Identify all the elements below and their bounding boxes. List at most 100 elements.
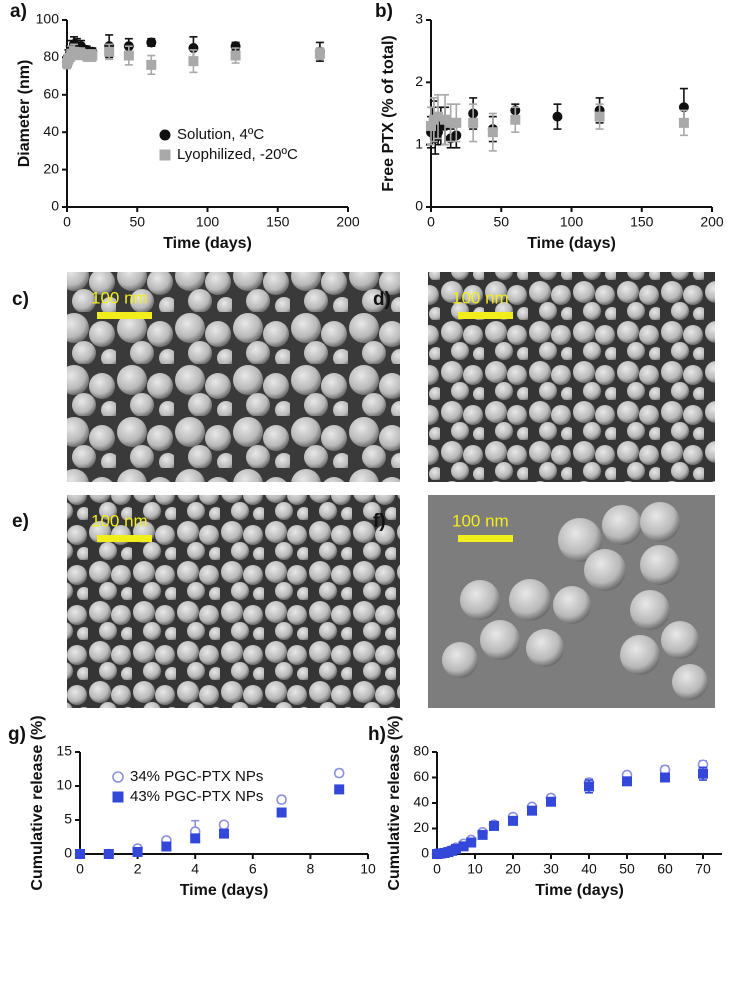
scale-bar [97, 312, 152, 319]
y-tick-label: 40 [413, 794, 429, 810]
marker [161, 841, 172, 852]
x-tick-label: 0 [433, 861, 441, 877]
marker [527, 805, 537, 816]
marker [276, 807, 287, 818]
marker [123, 50, 134, 61]
y-tick-label: 0 [51, 198, 59, 214]
y-tick-label: 60 [43, 86, 59, 102]
marker [489, 820, 499, 831]
x-tick-label: 70 [695, 861, 711, 877]
y-tick-label: 5 [64, 811, 72, 827]
y-axis-label: Cumulative release (%) [386, 715, 403, 890]
marker [466, 837, 477, 848]
marker [477, 829, 488, 840]
marker [546, 796, 556, 807]
legend-marker [159, 149, 171, 161]
x-tick-label: 0 [427, 214, 435, 230]
x-tick-label: 100 [196, 214, 220, 230]
marker [660, 772, 670, 783]
sem-image [428, 272, 715, 482]
legend-label: 34% PGC-PTX NPs [130, 768, 263, 785]
x-axis-label: Time (days) [163, 235, 252, 252]
y-tick-label: 0 [64, 845, 72, 861]
marker [333, 767, 345, 779]
panel-label: e) [12, 511, 29, 532]
marker [487, 127, 498, 138]
marker [103, 849, 114, 859]
legend-marker [159, 129, 171, 141]
y-tick-label: 3 [415, 11, 423, 27]
y-axis-label: Cumulative release (%) [29, 715, 46, 890]
marker [584, 781, 594, 792]
x-tick-label: 50 [129, 214, 145, 230]
particles [442, 502, 708, 700]
marker [146, 37, 157, 48]
marker [276, 794, 287, 805]
marker [451, 117, 462, 128]
marker [132, 846, 143, 857]
y-tick-label: 0 [415, 198, 423, 214]
y-tick-label: 100 [36, 11, 60, 27]
marker [188, 56, 199, 67]
marker [230, 50, 241, 61]
x-tick-label: 10 [360, 861, 376, 877]
x-tick-label: 60 [657, 861, 673, 877]
marker [219, 828, 229, 839]
legend-label: Solution, 4ºC [177, 126, 264, 143]
sem-images [67, 272, 715, 708]
marker [622, 776, 632, 787]
marker [146, 59, 157, 70]
x-tick-label: 0 [76, 861, 84, 877]
marker [87, 50, 98, 61]
sem-image [67, 495, 400, 708]
legend-label: 43% PGC-PTX NPs [130, 788, 263, 805]
y-tick-label: 2 [415, 73, 423, 89]
chart: b) 0 50 100 150 200 0 1 2 3 Time (days) Free PTX (%… [375, 1, 724, 252]
y-axis-label: Diameter (nm) [16, 60, 33, 168]
y-tick-label: 80 [413, 743, 429, 759]
x-tick-label: 50 [493, 214, 509, 230]
marker [594, 111, 605, 122]
x-axis-label: Time (days) [535, 882, 624, 899]
scale-bar [458, 535, 513, 542]
x-tick-label: 100 [560, 214, 584, 230]
marker [75, 849, 85, 859]
x-tick-label: 40 [581, 861, 597, 877]
marker [510, 114, 521, 125]
x-tick-label: 10 [467, 861, 483, 877]
y-tick-label: 20 [413, 819, 429, 835]
marker [190, 833, 201, 844]
y-tick-label: 15 [56, 743, 72, 759]
panel-label: f) [373, 511, 386, 532]
chart: g) 0 2 4 6 8 10 0 5 10 15 Time (days) Cumulative rel… [8, 715, 376, 899]
legend-marker [112, 771, 124, 783]
panel-label: a) [10, 1, 27, 22]
x-tick-label: 0 [63, 214, 71, 230]
x-tick-label: 150 [266, 214, 290, 230]
panel-label: g) [8, 724, 26, 745]
marker [468, 117, 479, 128]
scale-bar-label: 100 nm [91, 511, 148, 530]
scale-bar-label: 100 nm [91, 288, 148, 307]
y-tick-label: 40 [43, 123, 59, 139]
legend-marker [112, 791, 124, 803]
y-tick-label: 10 [56, 777, 72, 793]
x-tick-label: 50 [619, 861, 635, 877]
x-tick-label: 2 [134, 861, 142, 877]
x-tick-label: 200 [336, 214, 360, 230]
panel-label: h) [368, 724, 386, 745]
legend-label: Lyophilized, -20ºC [177, 146, 298, 163]
x-tick-label: 8 [307, 861, 315, 877]
sem-image [67, 272, 400, 482]
scale-bar-label: 100 nm [452, 511, 509, 530]
panel-label: b) [375, 1, 393, 22]
panel-label: c) [12, 289, 29, 310]
scale-bar-label: 100 nm [452, 288, 509, 307]
y-tick-label: 60 [413, 768, 429, 784]
marker [218, 819, 230, 831]
scale-bar [97, 535, 152, 542]
x-tick-label: 200 [700, 214, 724, 230]
x-tick-label: 150 [630, 214, 654, 230]
